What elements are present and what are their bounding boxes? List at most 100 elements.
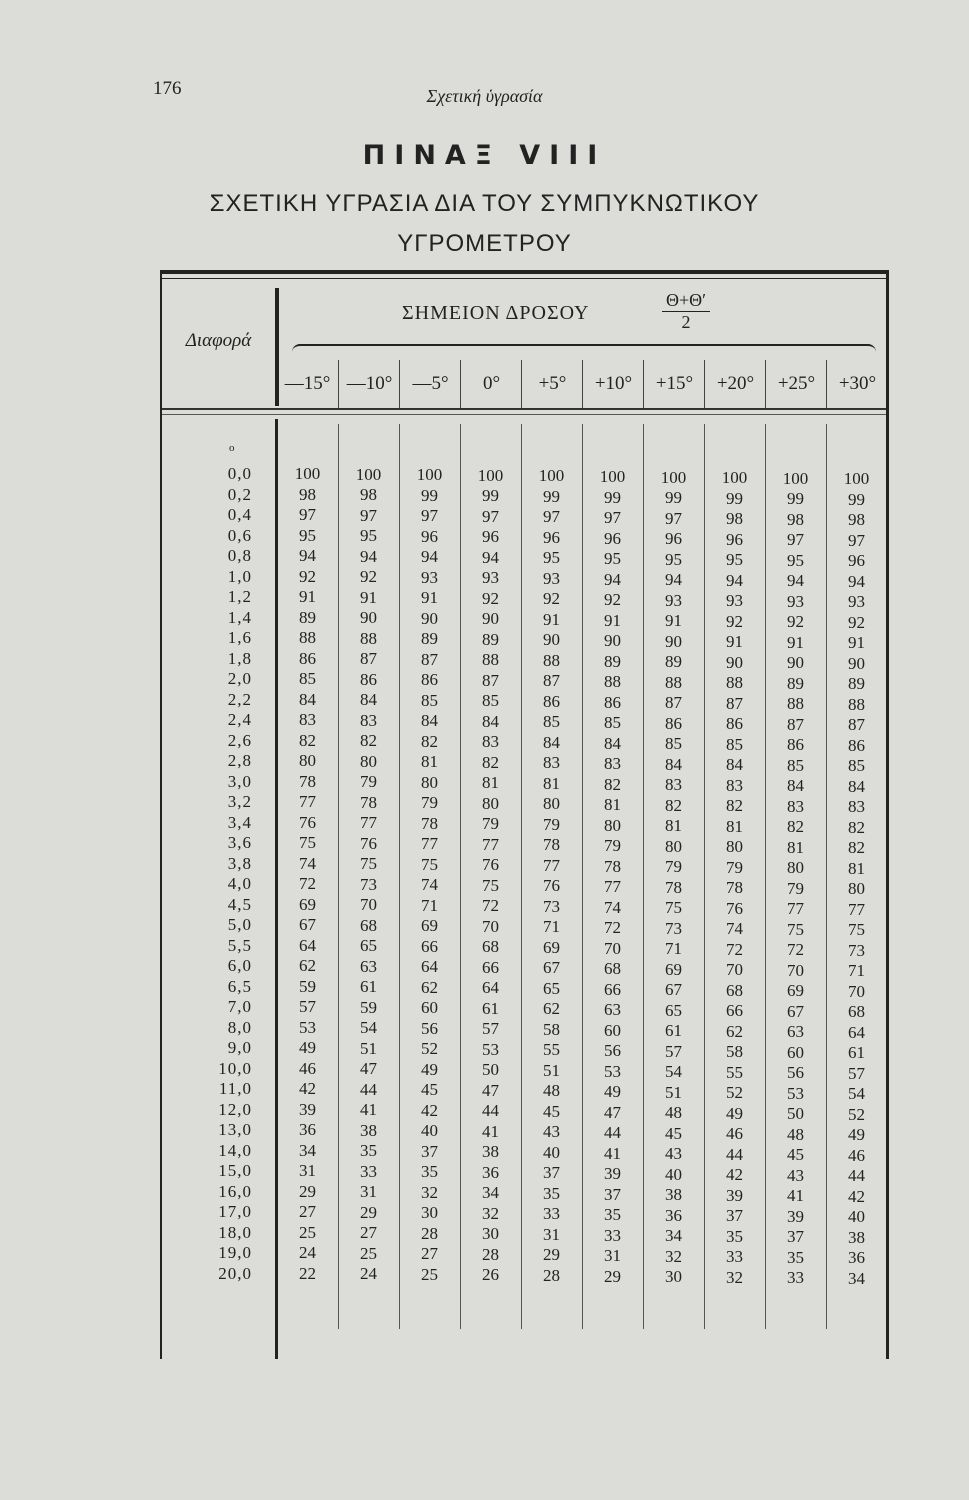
table-cell: 90 [482,609,499,629]
table-cell: 41 [360,1100,377,1120]
table-cell: 98 [299,484,316,504]
column-header: +30° [826,360,888,408]
table-cell: 76 [360,833,377,853]
table-cell: 87 [787,714,804,734]
table-cell: 79 [360,772,377,792]
table-cell: 97 [848,530,865,550]
table-cell: 49 [848,1125,865,1145]
table-cell: 84 [665,754,682,774]
column-rule [704,424,705,1329]
table-cell: 60 [421,998,438,1018]
table-cell: 91 [604,610,621,630]
table-cell: 92 [360,567,377,587]
table-cell: 51 [543,1060,560,1080]
table-cell: 75 [665,898,682,918]
table-cell: 89 [848,674,865,694]
row-label-difference: 7,0 [227,997,252,1016]
table-cell: 58 [543,1019,560,1039]
table-cell: 33 [543,1204,560,1224]
table-cell: 30 [421,1203,438,1223]
table-cell: 87 [665,693,682,713]
table-cell: 47 [482,1080,499,1100]
table-cell: 69 [787,981,804,1001]
table-cell: 79 [543,814,560,834]
table-cell: 86 [421,670,438,690]
table-cell: 85 [787,755,804,775]
table-cell: 43 [787,1165,804,1185]
table-cell: 27 [421,1244,438,1264]
table-cell: 39 [726,1185,743,1205]
table-cell: 92 [543,589,560,609]
table-cell: 99 [787,489,804,509]
table-cell: 99 [665,488,682,508]
table-cell: 86 [604,692,621,712]
table-cell: 49 [421,1059,438,1079]
table-cell: 48 [787,1124,804,1144]
table-cell: 87 [482,670,499,690]
table-cell: 79 [726,857,743,877]
table-cell: 62 [543,999,560,1019]
table-cell: 99 [543,486,560,506]
table-cell: 27 [360,1223,377,1243]
header-brace [292,344,876,354]
table-cell: 97 [421,506,438,526]
table-cell: 85 [665,734,682,754]
table-cell: 79 [421,793,438,813]
header-divider [275,288,279,406]
table-cell: 41 [787,1186,804,1206]
table-cell: 97 [482,506,499,526]
table-cell: 31 [360,1182,377,1202]
table-cell: 93 [421,567,438,587]
table-cell: 86 [726,714,743,734]
table-cell: 88 [665,672,682,692]
table-cell: 76 [543,876,560,896]
header-rule-thin [162,414,886,415]
table-cell: 69 [543,937,560,957]
row-label-difference: 11,0 [218,1079,252,1098]
table-cell: 62 [299,956,316,975]
table-cell: 84 [604,733,621,753]
row-label-difference: 3,4 [227,812,252,832]
table-cell: 98 [360,485,377,505]
table-cell: 84 [360,690,377,710]
table-cell: 57 [482,1019,499,1039]
table-cell: 55 [726,1062,743,1082]
row-label-difference: 19,0 [218,1243,252,1262]
table-cell: 32 [726,1267,743,1287]
table-cell: 78 [604,856,621,876]
table-cell: 66 [421,936,438,956]
table-cell: 40 [543,1142,560,1162]
table-subtitle-line1: ΣΧΕΤΙΚΗ ΥΓΡΑΣΙΑ ΔΙΑ ΤΟΥ ΣΥΜΠΥΚΝΩΤΙΚΟΥ [209,190,760,217]
table-cell: 88 [787,694,804,714]
table-cell: 99 [848,489,865,509]
table-cell: 88 [604,672,621,691]
table-cell: 85 [726,734,743,754]
column-header: +20° [704,360,766,408]
table-cell: 100 [843,469,870,489]
table-cell: 66 [604,979,621,999]
table-cell: 57 [665,1041,682,1061]
table-cell: 75 [421,854,438,874]
table-cell: 72 [604,918,621,937]
table-cell: 49 [299,1038,316,1057]
table-cell: 76 [299,812,316,832]
table-cell: 45 [665,1123,682,1143]
table-cell: 63 [787,1022,804,1042]
table-cell: 35 [604,1205,621,1224]
table-cell: 81 [421,752,438,772]
table-cell: 33 [360,1161,377,1181]
table-cell: 82 [299,730,316,750]
table-cell: 96 [665,529,682,549]
table-cell: 87 [421,649,438,669]
column-header: —5° [399,360,461,408]
row-label-difference: 0,4 [227,505,252,524]
row-label-difference: 20,0 [218,1263,252,1283]
table-cell: 91 [787,632,804,652]
table-cell: 79 [787,878,804,898]
table-cell: 32 [482,1203,499,1223]
table-cell: 57 [848,1063,865,1083]
table-subtitle-line2: ΥΓΡΟΜΕΤΡΟΥ [397,230,572,257]
table-cell: 81 [482,773,499,793]
table-cell: 99 [421,485,438,505]
table-cell: 53 [787,1083,804,1103]
